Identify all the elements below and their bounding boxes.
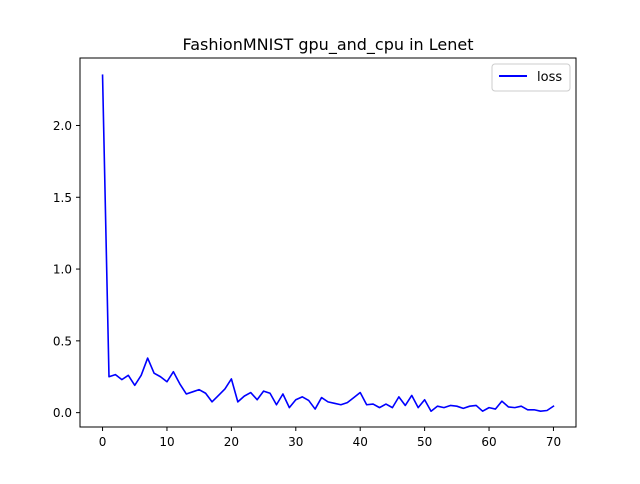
legend-box	[491, 63, 571, 92]
y-tick-label: 0.5	[53, 334, 72, 348]
legend-label: loss	[537, 70, 562, 85]
x-tick-label: 40	[353, 435, 368, 449]
y-tick-label: 1.0	[53, 263, 72, 277]
y-tick-label: 1.5	[53, 191, 72, 205]
axes: 0 10 20 30 40 50 60 70 0.0 0.5 1.0 1.5 2.0	[53, 119, 561, 449]
x-tick-label: 70	[546, 435, 561, 449]
series-line-loss	[101, 74, 555, 413]
x-tick-label: 60	[481, 435, 496, 449]
y-tick-label: 0.0	[53, 406, 72, 420]
x-tick-label: 10	[159, 435, 174, 449]
y-tick-label: 2.0	[53, 119, 72, 133]
x-tick-label: 50	[417, 435, 432, 449]
legend: loss	[491, 63, 571, 92]
x-tick-label: 0	[99, 435, 107, 449]
plot-frame	[79, 57, 577, 428]
chart-title: FashionMNIST gpu_and_cpu in Lenet	[182, 35, 473, 55]
x-tick-label: 30	[288, 435, 303, 449]
series-layer	[101, 74, 555, 413]
x-tick-label: 20	[224, 435, 239, 449]
